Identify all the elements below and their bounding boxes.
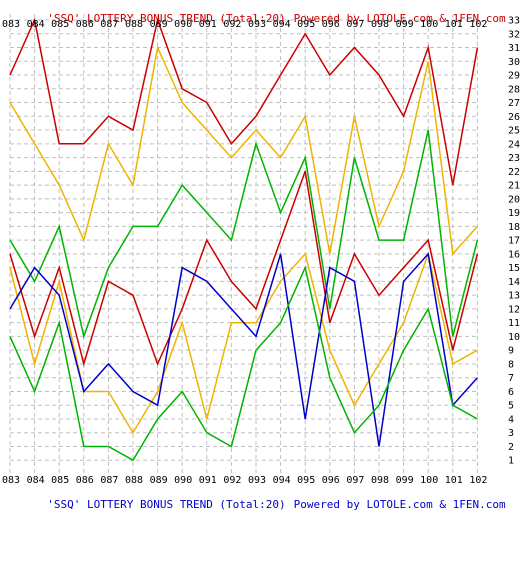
grid-layer (9, 14, 478, 476)
x-tick-label-bottom: 096 (322, 475, 340, 486)
x-tick-label-top: 086 (76, 19, 94, 30)
y-tick-label: 1 (508, 456, 514, 467)
y-tick-label: 12 (508, 304, 520, 315)
x-tick-label-top: 083 (2, 19, 20, 30)
footer-caption: 'SSQ' LOTTERY BONUS TREND (Total:20) Powe… (0, 487, 523, 511)
y-tick-label: 16 (508, 249, 520, 260)
x-tick-label-bottom: 088 (125, 475, 143, 486)
x-tick-label-top: 090 (174, 19, 192, 30)
x-tick-label-bottom: 091 (199, 475, 217, 486)
y-tick-label: 24 (508, 139, 520, 150)
series-line-7 (9, 265, 478, 462)
x-tick-label-top: 091 (199, 19, 217, 30)
x-tick-label-bottom: 084 (27, 475, 45, 486)
y-tick-label: 8 (508, 359, 514, 370)
y-tick-label: 14 (508, 277, 520, 288)
y-tick-label: 29 (508, 71, 520, 82)
y-tick-label: 4 (508, 414, 514, 425)
header-title: 'SSQ' LOTTERY BONUS TREND (Total:20) (47, 12, 286, 25)
x-tick-label-bottom: 095 (297, 475, 315, 486)
x-tick-label-top: 097 (346, 19, 364, 30)
y-tick-label: 15 (508, 263, 520, 274)
series-line-2 (9, 44, 478, 256)
y-tick-label: 5 (508, 401, 514, 412)
x-tick-label-top: 087 (100, 19, 118, 30)
x-tick-label-bottom: 094 (273, 475, 291, 486)
x-tick-label-bottom: 089 (150, 475, 168, 486)
x-tick-label-top: 096 (322, 19, 340, 30)
x-tick-label-bottom: 102 (469, 475, 487, 486)
x-tick-label-top: 084 (27, 19, 45, 30)
y-tick-label: 10 (508, 332, 520, 343)
y-tick-label: 33 (508, 16, 520, 27)
header-caption: 'SSQ' LOTTERY BONUS TREND (Total:20) Powe… (0, 1, 523, 25)
y-tick-label: 11 (508, 318, 520, 329)
x-tick-label-top: 094 (273, 19, 291, 30)
x-tick-label-bottom: 086 (76, 475, 94, 486)
x-tick-label-top: 095 (297, 19, 315, 30)
y-tick-label: 2 (508, 442, 514, 453)
series-line-6 (9, 252, 478, 447)
x-tick-label-bottom: 090 (174, 475, 192, 486)
series-line-4 (9, 171, 479, 367)
x-tick-labels-top: 083 084 085 086 087 088 089 090 091 092 093 094 095 0… (2, 19, 487, 30)
y-tick-label: 13 (508, 291, 520, 302)
y-tick-label: 32 (508, 29, 520, 40)
y-tick-label: 27 (508, 98, 520, 109)
x-tick-label-top: 085 (51, 19, 69, 30)
y-tick-label: 20 (508, 194, 520, 205)
y-tick-label: 28 (508, 84, 520, 95)
y-tick-label: 17 (508, 236, 520, 247)
footer-powered: Powered by LOTOLE.com & 1FEN.com (293, 498, 506, 511)
x-tick-label-bottom: 098 (371, 475, 389, 486)
y-tick-label: 25 (508, 126, 520, 137)
y-tick-label: 9 (508, 346, 514, 357)
y-tick-label: 6 (508, 387, 514, 398)
series-line-3 (9, 129, 479, 340)
y-tick-label: 3 (508, 428, 514, 439)
x-tick-label-top: 093 (248, 19, 266, 30)
y-tick-label: 23 (508, 153, 520, 164)
y-tick-label: 18 (508, 222, 520, 233)
x-tick-label-top: 102 (469, 19, 487, 30)
x-tick-label-bottom: 087 (100, 475, 118, 486)
x-tick-label-top: 099 (396, 19, 414, 30)
y-tick-label: 19 (508, 208, 520, 219)
y-tick-label: 26 (508, 112, 520, 123)
y-tick-label: 30 (508, 57, 520, 68)
x-tick-label-bottom: 093 (248, 475, 266, 486)
y-tick-label: 31 (508, 43, 520, 54)
y-tick-label: 21 (508, 181, 520, 192)
x-tick-label-bottom: 100 (420, 475, 438, 486)
x-tick-label-bottom: 085 (51, 475, 69, 486)
x-tick-label-bottom: 097 (346, 475, 364, 486)
x-tick-label-bottom: 083 (2, 475, 20, 486)
series-layer (9, 17, 479, 462)
x-tick-label-bottom: 092 (223, 475, 241, 486)
x-tick-label-top: 088 (125, 19, 143, 30)
x-tick-label-top: 100 (420, 19, 438, 30)
x-tick-label-bottom: 101 (445, 475, 463, 486)
x-tick-label-top: 101 (445, 19, 463, 30)
footer-title: 'SSQ' LOTTERY BONUS TREND (Total:20) (47, 498, 286, 511)
y-tick-label: 22 (508, 167, 520, 178)
y-tick-label: 7 (508, 373, 514, 384)
x-tick-label-top: 092 (223, 19, 241, 30)
x-tick-labels-bottom: 083 084 085 086 087 088 089 090 091 092 093 094 095 0… (2, 475, 487, 486)
series-line-1 (9, 17, 479, 186)
x-tick-label-top: 098 (371, 19, 389, 30)
y-tick-labels: 1234567891011121314151617181920212223242… (508, 16, 520, 467)
x-tick-label-top: 089 (150, 19, 168, 30)
x-tick-label-bottom: 099 (396, 475, 414, 486)
header-powered: Powered by LOTOLE.com & 1FEN.com (293, 12, 506, 25)
